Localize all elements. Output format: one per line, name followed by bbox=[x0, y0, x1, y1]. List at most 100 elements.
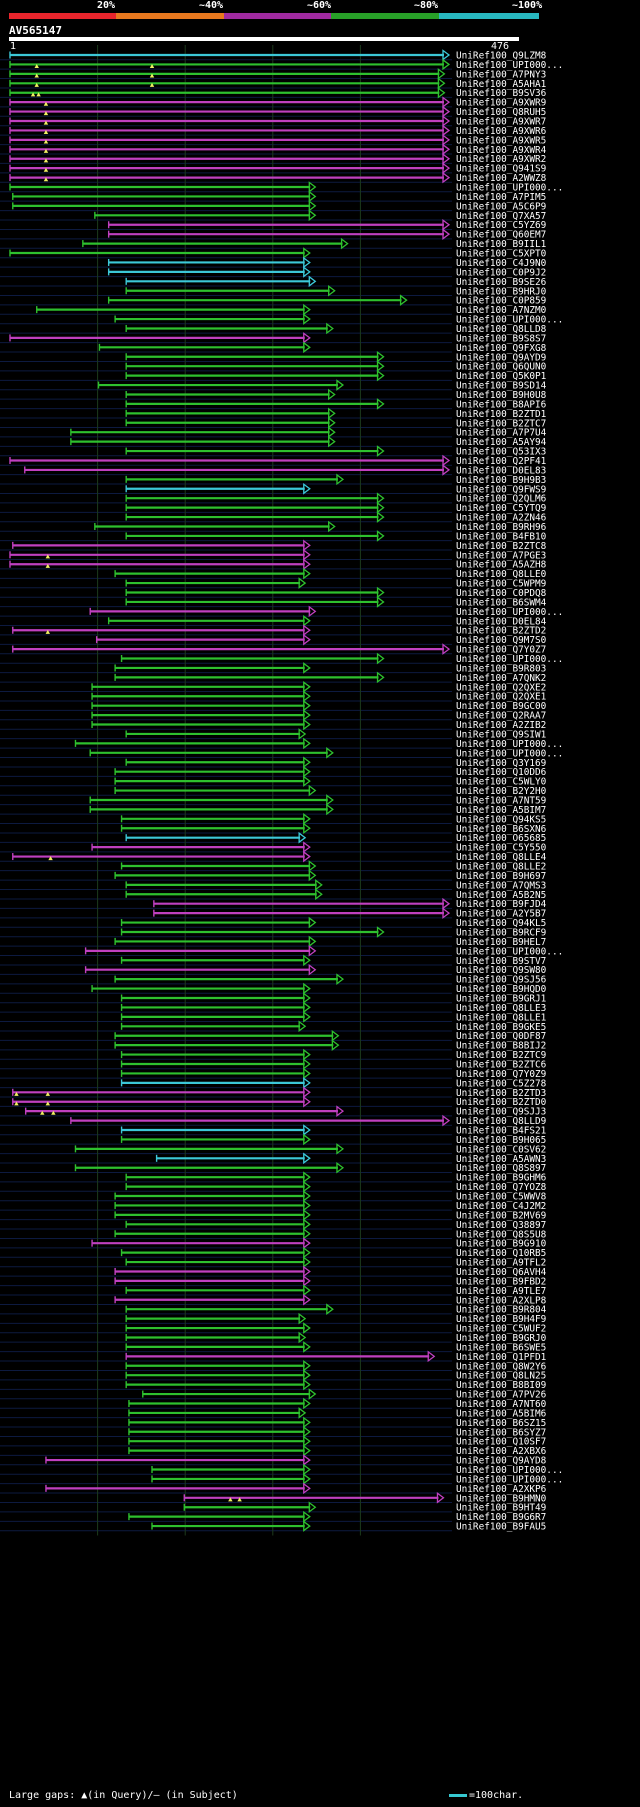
hit-end-arrow bbox=[303, 1001, 311, 1014]
hit-label: UniRef100_B4FS21 bbox=[456, 1126, 547, 1137]
hit-end-arrow bbox=[303, 558, 311, 571]
hit-end-arrow bbox=[331, 1039, 340, 1051]
identity-legend: 20% ~40% ~60% ~80% ~100% bbox=[0, 0, 640, 12]
colorbar-segment-80 bbox=[331, 13, 439, 19]
hit-end-arrow bbox=[328, 284, 336, 297]
hit-end-arrow bbox=[326, 794, 334, 806]
hit-end-arrow bbox=[376, 398, 385, 410]
hit-label: UniRef100_B9GHM6 bbox=[456, 1173, 547, 1184]
hit-label: UniRef100_A2ZIB2 bbox=[456, 720, 546, 731]
hit-end-arrow bbox=[298, 831, 307, 844]
hit-label: UniRef100_B8API6 bbox=[456, 399, 547, 410]
hit-label: UniRef100_A2XLP8 bbox=[456, 1295, 547, 1306]
hit-label: UniRef100_A9XWR4 bbox=[456, 145, 547, 156]
hit-end-arrow bbox=[303, 1435, 311, 1448]
hit-label: UniRef100_B9RCF9 bbox=[456, 927, 547, 938]
hit-end-arrow bbox=[442, 228, 451, 240]
hit-end-arrow bbox=[303, 1180, 311, 1193]
hit-label: UniRef100_D0EL84 bbox=[456, 616, 547, 627]
hit-end-arrow bbox=[303, 662, 311, 674]
hit-label: UniRef100_B2ZTC9 bbox=[456, 1050, 547, 1061]
hit-label: UniRef100_B2MV69 bbox=[456, 1210, 547, 1221]
hit-label: UniRef100_A5BIM7 bbox=[456, 805, 546, 816]
query-gap-marker bbox=[43, 120, 49, 125]
hit-end-arrow bbox=[328, 407, 336, 420]
hit-label: UniRef100_B2ZTD1 bbox=[456, 409, 547, 420]
hit-label: UniRef100_A7PGE3 bbox=[456, 550, 546, 561]
legend-label-80: ~80% bbox=[414, 0, 439, 11]
hit-label: UniRef100_A7QMS3 bbox=[456, 880, 546, 891]
hit-label: UniRef100_B2ZTD0 bbox=[456, 1097, 547, 1108]
hit-end-arrow bbox=[437, 77, 446, 90]
hit-end-arrow bbox=[303, 1397, 311, 1410]
hit-end-arrow bbox=[399, 294, 408, 306]
hit-end-arrow bbox=[442, 143, 451, 156]
hit-label: UniRef100_C5WWV8 bbox=[456, 1192, 547, 1203]
query-gap-marker bbox=[40, 1110, 45, 1115]
hit-label: UniRef100_A2XBX6 bbox=[456, 1446, 547, 1457]
hit-end-arrow bbox=[437, 68, 446, 80]
hit-end-arrow bbox=[303, 1077, 311, 1089]
hit-end-arrow bbox=[437, 86, 446, 99]
hit-end-arrow bbox=[442, 897, 451, 910]
hit-end-arrow bbox=[442, 643, 451, 655]
hit-label: UniRef100_Q1PFD1 bbox=[456, 1352, 547, 1363]
query-gap-marker bbox=[30, 92, 36, 97]
hit-end-arrow bbox=[303, 1510, 311, 1523]
hit-end-arrow bbox=[442, 152, 451, 165]
hit-label: UniRef100_A7P7U4 bbox=[456, 428, 547, 439]
hit-end-arrow bbox=[376, 360, 385, 372]
query-gap-marker bbox=[149, 82, 155, 87]
hit-end-arrow bbox=[376, 652, 385, 665]
hit-end-arrow bbox=[303, 247, 311, 259]
hit-end-arrow bbox=[303, 1359, 311, 1372]
hit-end-arrow bbox=[308, 190, 317, 203]
query-gap-marker bbox=[45, 563, 51, 568]
hit-label: UniRef100_Q8W2Y6 bbox=[456, 1361, 547, 1372]
scale-label: =100char. bbox=[469, 1790, 524, 1801]
hit-label: UniRef100_A5AHA1 bbox=[456, 79, 547, 90]
hit-end-arrow bbox=[442, 96, 451, 108]
hit-end-arrow bbox=[336, 1143, 345, 1155]
hit-label: UniRef100_Q8LLE1 bbox=[456, 1012, 547, 1023]
hit-end-arrow bbox=[303, 1067, 311, 1080]
hit-label: UniRef100_C5WPM9 bbox=[456, 579, 547, 590]
hit-end-arrow bbox=[303, 1284, 311, 1297]
hit-end-arrow bbox=[303, 699, 311, 712]
hit-end-arrow bbox=[308, 869, 317, 882]
query-gap-marker bbox=[43, 158, 49, 163]
hit-label: UniRef100_B9HQD0 bbox=[456, 984, 547, 995]
hit-end-arrow bbox=[340, 237, 349, 250]
legend-label-40: ~40% bbox=[199, 0, 224, 11]
hit-label: UniRef100_B2ZTC6 bbox=[456, 1060, 547, 1071]
hit-end-arrow bbox=[376, 511, 385, 523]
hit-label: UniRef100_B9SD14 bbox=[456, 381, 547, 392]
colorbar-segment-100 bbox=[439, 13, 539, 19]
hit-end-arrow bbox=[303, 1256, 311, 1268]
hit-label: UniRef100_A9XWR9 bbox=[456, 98, 547, 109]
hit-end-arrow bbox=[376, 671, 385, 684]
hit-label: UniRef100_A5B2N5 bbox=[456, 890, 546, 901]
hit-label: UniRef100_Q8LLE2 bbox=[456, 861, 546, 872]
hit-label: UniRef100_B8BIJ2 bbox=[456, 1041, 546, 1052]
hit-label: UniRef100_C5WLY0 bbox=[456, 777, 547, 788]
hit-end-arrow bbox=[442, 162, 451, 174]
hit-label: UniRef100_C0P859 bbox=[456, 296, 547, 307]
query-gap-marker bbox=[43, 177, 49, 182]
hit-end-arrow bbox=[442, 454, 451, 467]
hit-label: UniRef100_UPI000... bbox=[456, 748, 563, 759]
hit-end-arrow bbox=[376, 369, 385, 382]
hit-end-arrow bbox=[303, 1011, 311, 1023]
hit-end-arrow bbox=[315, 879, 323, 891]
hit-label: UniRef100_B9HT49 bbox=[456, 1503, 547, 1514]
hit-end-arrow bbox=[303, 1058, 311, 1070]
hit-label: UniRef100_A2XKP6 bbox=[456, 1484, 547, 1495]
hit-end-arrow bbox=[308, 945, 317, 957]
hit-label: UniRef100_A9TLE7 bbox=[456, 1286, 546, 1297]
hit-label: UniRef100_Q2RAA7 bbox=[456, 711, 546, 722]
hit-label: UniRef100_A5AY94 bbox=[456, 437, 547, 448]
hit-end-arrow bbox=[442, 171, 451, 184]
hit-label: UniRef100_UPI000... bbox=[456, 1465, 563, 1476]
hit-end-arrow bbox=[303, 1086, 311, 1099]
hit-end-arrow bbox=[303, 737, 311, 750]
